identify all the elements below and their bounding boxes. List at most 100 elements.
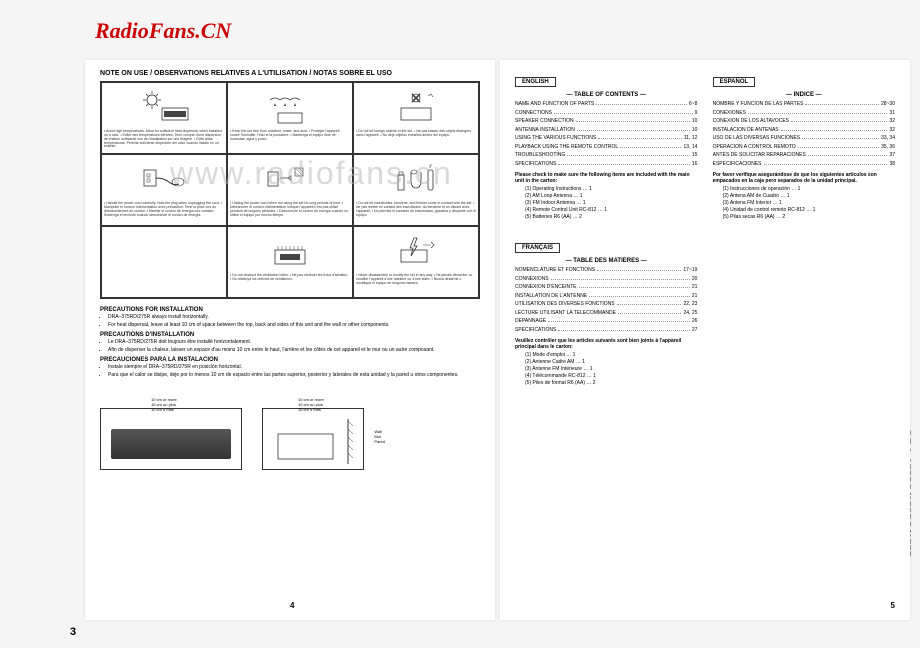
toc-pages: 17~19 (683, 267, 697, 275)
page-number-3: 3 (70, 626, 76, 638)
clearance-top-label: 10 cm or more 10 cm ou plus 10 cm o más (151, 397, 177, 412)
toc-row: CONNEXION D'ENCEINTE 21 (515, 283, 697, 292)
list-item: Afin de disperser la chaleur, laisser un… (108, 347, 480, 354)
toc-dots (558, 160, 690, 165)
toc-pages: 31 (889, 110, 895, 118)
toc-pages: 32 (889, 118, 895, 126)
toc-dots (781, 126, 888, 131)
precaution-text: • Avoid high temperatures. Allow for suf… (104, 130, 224, 149)
toc-label: CONNEXIONS (515, 276, 549, 284)
precaution-text: • Do not obstruct the ventilation holes.… (230, 274, 350, 282)
toc-list-es: NOMBRE Y FUNCION DE LAS PARTES28~30CONEX… (713, 100, 895, 168)
toc-row: CONEXIONES31 (713, 109, 895, 118)
toc-row: ESPECIFICACIONES38 (713, 160, 895, 169)
toc-label: ANTENNA INSTALLATION (515, 127, 575, 135)
carton-list-en: (1) Operating Instructions … 1(2) AM Loo… (515, 186, 697, 221)
precaution-text: • Unplug the power cord when not using t… (230, 202, 350, 217)
toc-francais: FRANÇAIS — TABLE DES MATIERES — NOMENCLA… (515, 236, 895, 387)
toc-dots (791, 117, 887, 122)
precaution-text: • Handle the power cord carefully. Hold … (104, 202, 224, 217)
toc-pages: 21 (692, 284, 698, 292)
toc-row: CONNEXIONS 20 (515, 275, 697, 284)
toc-pages: 22, 23 (683, 301, 697, 309)
toc-dots (589, 292, 690, 297)
toc-row: TROUBLESHOOTING15 (515, 151, 697, 160)
note-on-use-title: NOTE ON USE / OBSERVATIONS RELATIVES A L… (100, 70, 480, 77)
toc-dots (548, 317, 690, 322)
toc-list-fr: NOMENCLATURE ET FONCTIONS17~19CONNEXIONS… (515, 266, 697, 334)
precautions-fr-list: Le DRA–375RD/275R doit toujours être ins… (100, 339, 480, 353)
toc-dots (618, 309, 682, 314)
toc-label: OPERACION A CONTROL REMOTO (713, 144, 796, 152)
precaution-cell: • Keep the set free from moisture, water… (227, 82, 353, 154)
toc-row: SPECIFICATIONS 16 (515, 160, 697, 169)
toc-pages: 33, 34 (881, 135, 895, 143)
toc-label: INSTALACION DE ANTENAS (713, 127, 779, 135)
toc-dots (576, 117, 690, 122)
toc-dots (558, 326, 690, 331)
toc-dots (748, 109, 887, 114)
toc-label: SPECIFICATIONS (515, 161, 556, 169)
list-item: DRA–375RD/275R always install horizontal… (108, 314, 480, 321)
moisture-icon (230, 85, 350, 130)
toc-label: CONNEXION D'ENCEINTE (515, 284, 577, 292)
toc-label: LECTURE UTILISANT LA TELECOMMANDE (515, 310, 616, 318)
francais-badge: FRANÇAIS (515, 243, 560, 253)
ventilation-icon (230, 229, 350, 274)
toc-pages: 20 (692, 276, 698, 284)
precaution-cell: • Avoid high temperatures. Allow for suf… (101, 82, 227, 154)
precautions-en-list: DRA–375RD/275R always install horizontal… (100, 314, 480, 328)
page-number-5: 5 (891, 601, 895, 610)
toc-pages: 28~30 (881, 101, 895, 109)
toc-espanol: ESPAÑOL — INDICE — NOMBRE Y FUNCION DE L… (713, 70, 895, 221)
toc-dots (805, 100, 879, 105)
carton-item: (5) Piles de format R6 (AA) … 2 (525, 380, 697, 387)
toc-pages: 6~8 (689, 101, 697, 109)
toc-dots (577, 126, 690, 131)
toc-dots (598, 134, 682, 139)
toc-pages: 27 (692, 327, 698, 335)
carton-item: (4) Remote Control Unit RC-812 … 1 (525, 207, 697, 214)
manual-page-left: NOTE ON USE / OBSERVATIONS RELATIVES A L… (85, 60, 495, 620)
carton-item: (3) Antenne FM Intérieure … 1 (525, 366, 697, 373)
toc-pages: 35, 36 (881, 144, 895, 152)
toc-pages: 11, 12 (684, 135, 698, 143)
toc-dots (554, 109, 693, 114)
toc-row: INSTALACION DE ANTENAS32 (713, 126, 895, 135)
toc-label: SPECIFICATIONS (515, 327, 556, 335)
toc-label: USING THE VARIOUS FUNCTIONS (515, 135, 596, 143)
toc-english: ENGLISH — TABLE OF CONTENTS — NAME AND F… (515, 70, 697, 221)
toc-row: PLAYBACK USING THE REMOTE CONTROL 13, 14 (515, 143, 697, 152)
clearance-wall-label: Wall Mur Pared (374, 429, 385, 444)
toc-label: NOMENCLATURE ET FONCTIONS (515, 267, 595, 275)
carton-item: (4) Unidad de control remoto RC-812 … 1 (723, 207, 895, 214)
toc-dots (620, 143, 681, 148)
toc-pages: 10 (692, 127, 698, 135)
carton-item: (1) Mode d'emploi … 1 (525, 352, 697, 359)
toc-row: UTILISATION DES DIVERSES FONCTIONS 22, 23 (515, 300, 697, 309)
toc-label: UTILISATION DES DIVERSES FONCTIONS (515, 301, 615, 309)
toc-pages: 26 (692, 318, 698, 326)
toc-dots (579, 283, 690, 288)
toc-row: SPECIFICATIONS 27 (515, 326, 697, 335)
toc-label: ESPECIFICACIONES (713, 161, 762, 169)
toc-row: CONNECTIONS9 (515, 109, 697, 118)
carton-note-es: Por favor verifique asegurándose de que … (713, 172, 895, 184)
toc-row: CONEXION DE LOS ALTAVOCES32 (713, 117, 895, 126)
sun-heat-icon (104, 85, 224, 130)
precaution-text: • Keep the set free from moisture, water… (230, 130, 350, 142)
toc-pages: 16 (692, 161, 698, 169)
toc-label: TROUBLESHOOTING (515, 152, 565, 160)
carton-item: (5) Batteries R6 (AA) … 2 (525, 214, 697, 221)
toc-label: DEPANNAGE (515, 318, 546, 326)
toc-row: INSTALLATION DE L'ANTENNE21 (515, 292, 697, 301)
toc-pages: 13, 14 (683, 144, 697, 152)
toc-label: NAME AND FUNCTION OF PARTS (515, 101, 594, 109)
toc-label: PLAYBACK USING THE REMOTE CONTROL (515, 144, 618, 152)
toc-row: SPEAKER CONNECTION10 (515, 117, 697, 126)
precaution-text: • Never disassemble or modify the set in… (356, 274, 476, 286)
carton-note-fr: Veuillez contrôler que les articles suiv… (515, 338, 697, 350)
carton-item: (5) Pilas secas R6 (AA) … 2 (723, 214, 895, 221)
toc-dots (567, 151, 690, 156)
precaution-cell: • Do not obstruct the ventilation holes.… (227, 226, 353, 298)
